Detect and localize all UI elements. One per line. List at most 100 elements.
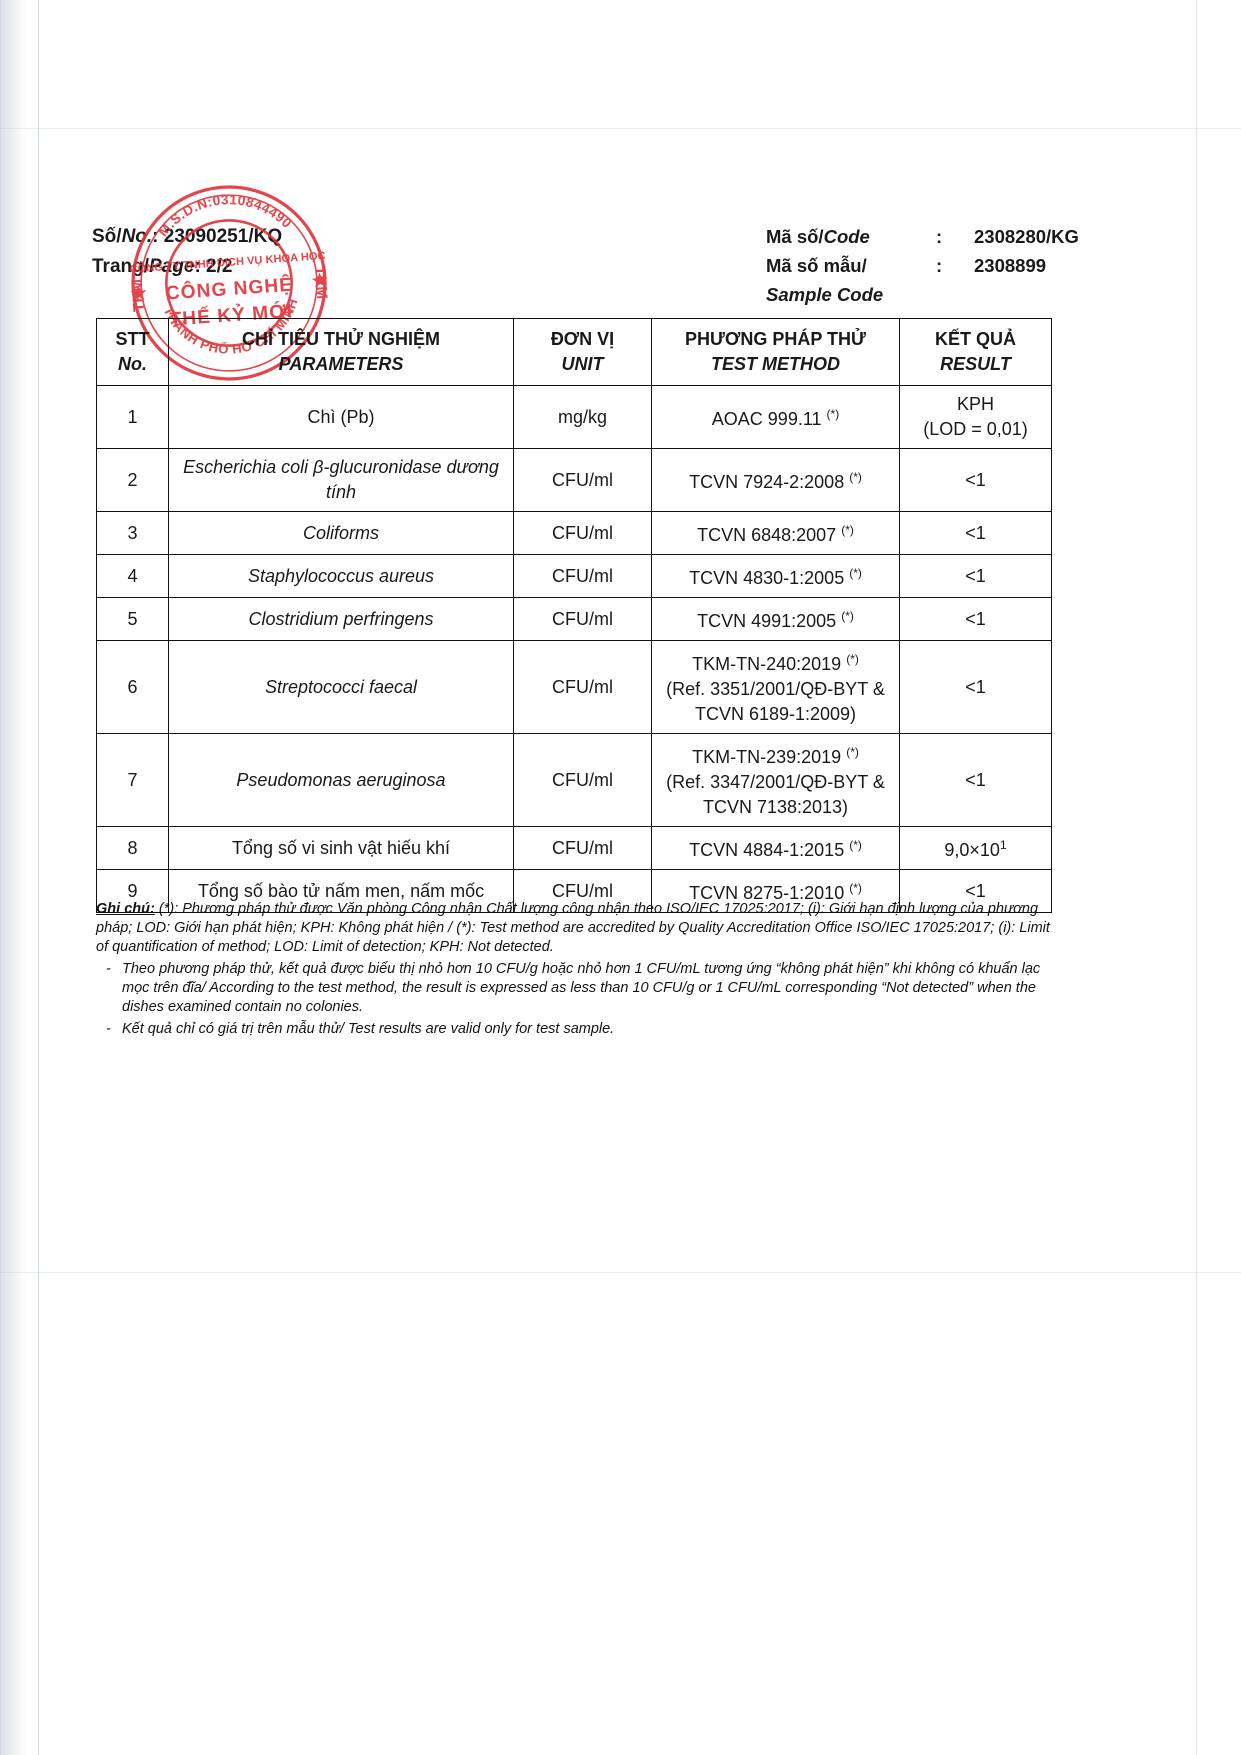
cell-parameter: Staphylococcus aureus	[168, 554, 514, 598]
cell-result: <1	[899, 869, 1052, 913]
footnotes-section: Ghi chú: (*): Phương pháp thử được Văn p…	[96, 900, 1056, 1042]
cell-no: 6	[96, 640, 169, 734]
cell-result: <1	[899, 448, 1052, 512]
cell-result: <1	[899, 511, 1052, 555]
column-header-method: PHƯƠNG PHÁP THỬ TEST METHOD	[651, 318, 900, 386]
method-accreditation-marker: (*)	[849, 838, 862, 852]
cell-no: 1	[96, 385, 169, 449]
footnote-bullet: - Kết quả chỉ có giá trị trên mẫu thử/ Te…	[96, 1020, 1056, 1039]
cell-no: 4	[96, 554, 169, 598]
header-code-table: Mã số/Code : 2308280/KG Mã số mẫu/ Sampl…	[766, 222, 1079, 309]
cell-parameter: Chì (Pb)	[168, 385, 514, 449]
cell-no: 7	[96, 733, 169, 827]
column-header-unit-vi: ĐƠN VỊ	[550, 329, 615, 349]
paper-margin-line	[38, 0, 39, 1755]
method-reference: (Ref. 3347/2001/QĐ-BYT & TCVN 7138:2013)	[666, 772, 885, 817]
method-accreditation-marker: (*)	[846, 652, 859, 666]
result-detection-limit: (LOD = 0,01)	[923, 419, 1028, 439]
table-row: 7 Pseudomonas aeruginosa CFU/ml TKM-TN-239:…	[96, 733, 1052, 827]
footnote-main: Ghi chú: (*): Phương pháp thử được Văn p…	[96, 900, 1056, 957]
table-row: 2 Escherichia coli β-glucuronidase dương …	[96, 448, 1052, 512]
method-accreditation-marker: (*)	[826, 407, 840, 421]
method-accreditation-marker: (*)	[849, 881, 862, 895]
sample-code-row: Mã số mẫu/ Sample Code : 2308899	[766, 251, 1079, 309]
result-exponent: 1	[999, 838, 1007, 852]
column-header-parameters-en: PARAMETERS	[278, 354, 404, 374]
cell-unit: CFU/ml	[513, 511, 652, 555]
sample-code-value: 2308899	[974, 255, 1047, 276]
table-header: STT No. CHỈ TIÊU THỬ NGHIỆM PARAMETERS Đ…	[96, 318, 1052, 386]
result-value: KPH	[956, 394, 994, 414]
cell-method: TCVN 4830-1:2005 (*)	[651, 554, 900, 598]
method-accreditation-marker: (*)	[846, 745, 859, 759]
table-row: 5 Clostridium perfringens CFU/ml TCVN 4991:…	[96, 597, 1052, 641]
cell-method: TKM-TN-239:2019 (*) (Ref. 3347/2001/QĐ-BY…	[651, 733, 900, 827]
method-standard: TCVN 7924-2:2008	[689, 472, 845, 492]
method-standard: AOAC 999.11	[711, 409, 822, 429]
cell-parameter: Streptococci faecal	[168, 640, 514, 734]
method-accreditation-marker: (*)	[841, 523, 854, 537]
method-standard: TCVN 8275-1:2010	[689, 883, 845, 903]
method-standard: TCVN 6848:2007	[697, 525, 837, 545]
column-header-no-vi: STT	[115, 329, 150, 349]
cell-method: TCVN 4991:2005 (*)	[651, 597, 900, 641]
method-accreditation-marker: (*)	[849, 566, 862, 580]
column-header-parameters-vi: CHỈ TIÊU THỬ NGHIỆM	[242, 329, 440, 349]
bullet-dash: -	[106, 1021, 111, 1037]
cell-result: KPH (LOD = 0,01)	[899, 385, 1052, 449]
cell-parameter: Tổng số bào tử nấm men, nấm mốc	[168, 869, 514, 913]
cell-result: <1	[899, 597, 1052, 641]
cell-result: <1	[899, 733, 1052, 827]
cell-unit: CFU/ml	[513, 448, 652, 512]
column-header-result-vi: KẾT QUẢ	[935, 329, 1016, 349]
column-header-unit-en: UNIT	[561, 354, 604, 374]
cell-unit: CFU/ml	[513, 554, 652, 598]
cell-unit: mg/kg	[513, 385, 652, 449]
result-value: <1	[965, 880, 986, 901]
header-right-block: Mã số/Code : 2308280/KG Mã số mẫu/ Sampl…	[766, 222, 1079, 309]
cell-method: TCVN 8275-1:2010 (*)	[651, 869, 900, 913]
cell-method: TCVN 4884-1:2015 (*)	[651, 826, 900, 870]
document-number-value: : 23090251/KQ	[152, 226, 283, 247]
cell-unit: CFU/ml	[513, 869, 652, 913]
result-value: <1	[965, 608, 986, 629]
result-value: <1	[965, 469, 986, 490]
cell-unit: CFU/ml	[513, 733, 652, 827]
method-standard: TKM-TN-239:2019	[692, 747, 842, 767]
cell-method: TKM-TN-240:2019 (*) (Ref. 3351/2001/QĐ-BY…	[651, 640, 900, 734]
cell-unit: CFU/ml	[513, 826, 652, 870]
page-label: Trang/	[92, 256, 150, 277]
table-row: 1 Chì (Pb) mg/kg AOAC 999.11 (*) KPH (LOD = 0…	[96, 385, 1052, 449]
table-row: 3 Coliforms CFU/ml TCVN 6848:2007 (*) <1	[96, 511, 1052, 555]
code-label: Mã số/Code	[766, 222, 936, 251]
sample-code-label-en: Sample Code	[766, 284, 884, 305]
method-accreditation-marker: (*)	[841, 609, 854, 623]
column-header-parameters: CHỈ TIÊU THỬ NGHIỆM PARAMETERS	[168, 318, 514, 386]
result-value: <1	[965, 565, 986, 586]
code-colon: :	[936, 226, 943, 247]
column-header-method-vi: PHƯƠNG PHÁP THỬ	[685, 329, 866, 349]
sample-code-label-vi: Mã số mẫu/	[766, 255, 867, 276]
page-value: : 2/2	[194, 256, 233, 277]
code-label-en: Code	[823, 226, 870, 247]
test-results-table-wrapper: STT No. CHỈ TIÊU THỬ NGHIỆM PARAMETERS Đ…	[96, 318, 1052, 913]
paper-margin-line-right	[1196, 0, 1197, 1755]
cell-result: <1	[899, 640, 1052, 734]
sample-code-colon: :	[936, 255, 943, 276]
column-header-no-en: No.	[118, 354, 147, 374]
cell-parameter: Escherichia coli β-glucuronidase dương t…	[168, 448, 514, 512]
column-header-no: STT No.	[96, 318, 169, 386]
footnote-bullet-list: - Theo phương pháp thử, kết quả được biểu…	[96, 960, 1056, 1039]
cell-method: TCVN 7924-2:2008 (*)	[651, 448, 900, 512]
table-row: 4 Staphylococcus aureus CFU/ml TCVN 4830-1:…	[96, 554, 1052, 598]
code-value: 2308280/KG	[974, 226, 1079, 247]
table-row: 6 Streptococci faecal CFU/ml TKM-TN-240:201…	[96, 640, 1052, 734]
cell-method: TCVN 6848:2007 (*)	[651, 511, 900, 555]
page-number-line: Trang/Page: 2/2	[92, 252, 282, 282]
footnote-main-text: (*): Phương pháp thử được Văn phòng Công…	[96, 901, 1050, 955]
footnote-bullet-text: Theo phương pháp thử, kết quả được biểu …	[122, 961, 1041, 1015]
column-header-unit: ĐƠN VỊ UNIT	[513, 318, 652, 386]
paper-rule	[0, 128, 1241, 129]
column-header-result-en: RESULT	[940, 354, 1011, 374]
